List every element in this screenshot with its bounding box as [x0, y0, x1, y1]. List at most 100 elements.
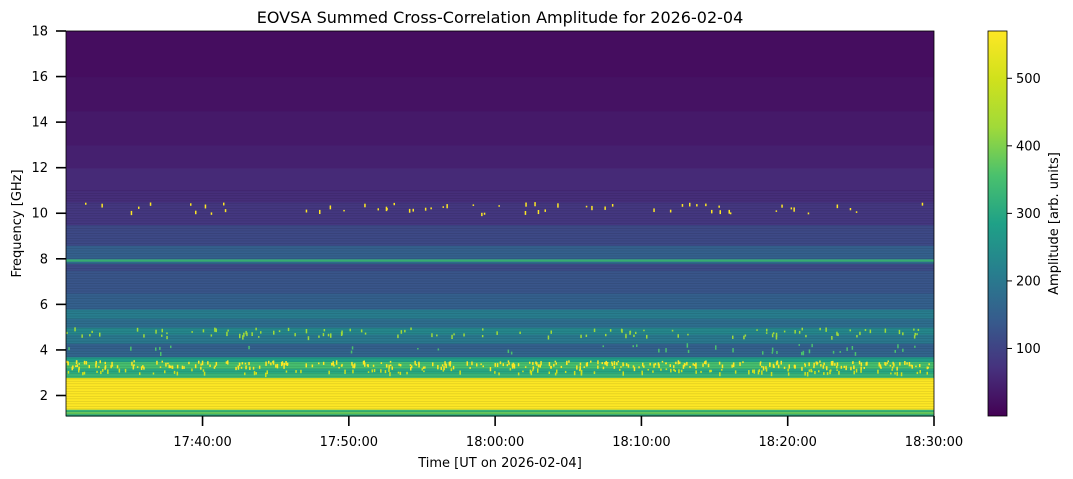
- heatmap-stripe: [66, 400, 934, 402]
- rfi-speckle: [142, 365, 144, 368]
- rfi-speckle: [524, 211, 527, 215]
- rfi-speckle: [902, 332, 904, 336]
- rfi-speckle: [421, 368, 423, 371]
- rfi-speckle: [653, 363, 655, 368]
- rfi-speckle: [616, 362, 618, 366]
- colorbar: 100 200 300 400 500 Amplitude [arb. units]: [987, 30, 1062, 417]
- heatmap-stripe: [66, 408, 934, 410]
- rfi-speckle: [825, 327, 827, 332]
- rfi-speckle: [276, 363, 279, 369]
- rfi-speckle: [539, 364, 541, 368]
- rfi-speckle: [244, 362, 247, 365]
- rfi-speckle: [412, 208, 414, 212]
- rfi-speckle: [815, 361, 817, 364]
- rfi-speckle: [330, 333, 332, 338]
- rfi-speckle: [281, 361, 284, 366]
- rfi-speckle: [190, 203, 192, 206]
- rfi-speckle: [606, 361, 609, 364]
- rfi-speckle: [445, 363, 447, 369]
- rfi-speckle: [466, 361, 468, 366]
- heatmap-stripe: [66, 373, 934, 375]
- rfi-speckle: [258, 336, 260, 338]
- rfi-speckle: [275, 364, 277, 368]
- rfi-speckle: [266, 370, 268, 375]
- rfi-speckle: [75, 365, 77, 368]
- rfi-speckle: [164, 370, 166, 374]
- rfi-speckle: [512, 362, 515, 365]
- heatmap-stripe: [66, 383, 934, 385]
- rfi-speckle: [214, 365, 216, 368]
- rfi-speckle: [380, 362, 383, 364]
- rfi-speckle: [771, 347, 774, 352]
- rfi-speckle: [914, 332, 916, 336]
- rfi-speckle: [248, 362, 250, 366]
- rfi-speckle: [511, 363, 514, 367]
- rfi-speckle: [322, 333, 325, 337]
- rfi-speckle: [227, 360, 229, 365]
- rfi-speckle: [242, 335, 244, 340]
- heatmap-band: [66, 292, 934, 310]
- rfi-speckle: [665, 362, 667, 365]
- rfi-speckle: [866, 361, 868, 366]
- rfi-speckle: [210, 212, 213, 215]
- rfi-speckle: [248, 345, 250, 350]
- rfi-speckle: [808, 369, 811, 372]
- heatmap-stripe: [66, 268, 934, 269]
- rfi-speckle: [340, 332, 343, 337]
- heatmap-stripe: [66, 293, 934, 294]
- rfi-speckle: [354, 363, 356, 367]
- heatmap-stripe: [66, 315, 934, 317]
- rfi-speckle: [181, 365, 184, 370]
- rfi-speckle: [897, 344, 899, 349]
- heatmap-stripe: [66, 258, 934, 259]
- rfi-speckle: [606, 362, 608, 367]
- rfi-speckle: [285, 361, 287, 366]
- rfi-speckle: [71, 366, 73, 371]
- rfi-speckle: [260, 331, 262, 334]
- rfi-speckle: [673, 365, 675, 368]
- y-tick-label: 6: [40, 298, 48, 313]
- rfi-speckle: [265, 372, 267, 378]
- x-tick-label: 18:00:00: [466, 435, 524, 450]
- rfi-speckle: [66, 331, 68, 335]
- rfi-speckle: [669, 364, 671, 367]
- rfi-speckle: [319, 209, 321, 215]
- heatmap-stripe: [66, 378, 934, 380]
- rfi-speckle: [140, 366, 143, 370]
- rfi-speckle: [564, 370, 567, 374]
- rfi-speckle: [579, 369, 581, 372]
- rfi-speckle: [728, 209, 730, 214]
- rfi-speckle: [202, 329, 205, 333]
- rfi-speckle: [273, 330, 275, 335]
- rfi-speckle: [194, 364, 197, 369]
- heatmap-stripe: [66, 290, 934, 292]
- rfi-speckle: [776, 360, 779, 365]
- heatmap-stripe: [66, 215, 934, 217]
- heatmap-band: [66, 379, 934, 387]
- heatmap-band: [66, 245, 934, 260]
- rfi-speckle: [463, 333, 465, 337]
- rfi-speckle: [898, 329, 901, 335]
- rfi-speckle: [555, 362, 557, 365]
- rfi-speckle: [619, 368, 621, 371]
- rfi-speckle: [860, 366, 862, 371]
- rfi-speckle: [509, 368, 512, 371]
- rfi-speckle: [237, 365, 239, 369]
- rfi-speckle: [393, 202, 395, 206]
- rfi-speckle: [808, 349, 811, 354]
- heatmap-stripe: [66, 333, 934, 334]
- rfi-speckle: [85, 361, 88, 365]
- rfi-speckle: [517, 372, 520, 376]
- x-tick-label: 17:50:00: [320, 435, 378, 450]
- rfi-speckle: [278, 330, 281, 333]
- rfi-speckle: [143, 366, 145, 370]
- rfi-speckle: [695, 370, 697, 374]
- rfi-speckle: [617, 360, 620, 363]
- rfi-speckle: [669, 209, 672, 213]
- rfi-speckle: [641, 372, 643, 376]
- rfi-speckle: [811, 370, 813, 373]
- heatmap-stripe: [66, 330, 934, 332]
- rfi-speckle: [519, 331, 521, 334]
- rfi-speckle: [226, 331, 228, 337]
- heatmap-stripe: [66, 310, 934, 312]
